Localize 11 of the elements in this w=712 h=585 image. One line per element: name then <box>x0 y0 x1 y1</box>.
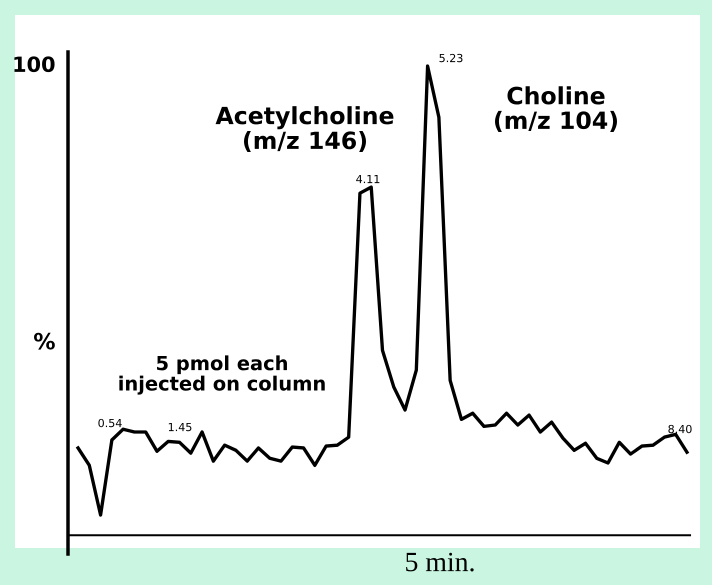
annotation: 4.11 <box>356 174 380 184</box>
annotation: 8.40 <box>668 424 692 434</box>
text: 5.23 <box>439 54 462 62</box>
annotation: Acetylcholine (m/z 146) <box>216 106 394 152</box>
annotation: 1.45 <box>168 422 192 432</box>
y-axis-title: % <box>34 332 55 350</box>
x-axis-title: 5 min. <box>406 552 474 572</box>
annotation: 0.54 <box>98 418 122 428</box>
annotation: 5 pmol each injected on column <box>119 355 325 395</box>
text: 100 <box>14 56 55 72</box>
annotation: Choline (m/z 104) <box>495 86 617 132</box>
